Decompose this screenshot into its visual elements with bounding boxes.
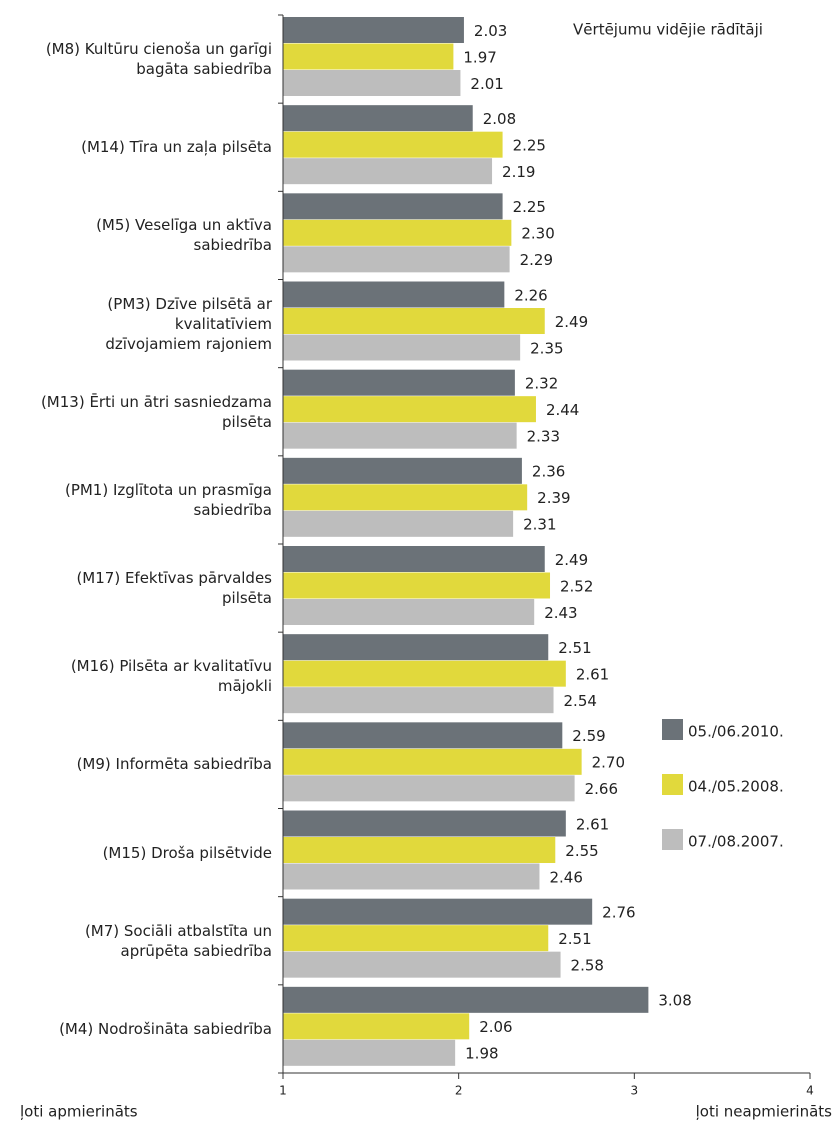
- value-label: 2.06: [479, 1018, 512, 1036]
- value-label: 2.58: [571, 956, 604, 974]
- category-label: (M17) Efektīvas pārvaldes pilsēta: [76, 569, 272, 608]
- bar: [283, 986, 649, 1013]
- value-label: 2.35: [530, 339, 563, 357]
- value-label: 2.32: [525, 374, 558, 392]
- bar: [283, 369, 515, 396]
- value-label: 2.33: [527, 427, 560, 445]
- bar: [283, 775, 575, 802]
- bar: [283, 105, 473, 132]
- value-label: 2.59: [572, 727, 605, 745]
- bar: [283, 219, 512, 246]
- legend-swatch: [662, 829, 683, 850]
- bar: [283, 722, 563, 749]
- category-label: (M4) Nodrošināta sabiedrība: [59, 1019, 272, 1038]
- subtitle: Vērtējumu vidējie rādītāji: [573, 21, 763, 39]
- value-label: 2.51: [558, 639, 591, 657]
- category-label: (M15) Droša pilsētvide: [102, 843, 272, 862]
- category-label: (M14) Tīra un zaļa pilsēta: [81, 138, 272, 157]
- value-label: 2.39: [537, 489, 570, 507]
- x-tick-label: 2: [455, 1084, 463, 1098]
- bar: [283, 1039, 456, 1066]
- legend-swatch: [662, 719, 683, 740]
- bar: [283, 837, 556, 863]
- value-label: 2.01: [470, 75, 503, 93]
- bar: [283, 70, 461, 96]
- bar: [283, 422, 517, 449]
- value-label: 2.31: [523, 516, 556, 534]
- category-label: (PM1) Izglītota un prasmīga sabiedrība: [64, 480, 272, 519]
- category-label: (M5) Veselīga un aktīva sabiedrība: [96, 216, 272, 255]
- value-label: 2.25: [513, 198, 546, 216]
- category-label: (PM3) Dzīve pilsētā ar kvalitatīviem dzī…: [105, 294, 272, 353]
- category-label: (M13) Ērti un ātri sasniedzama pilsēta: [40, 392, 272, 431]
- legend-label: 07./08.2007.: [688, 833, 784, 851]
- value-label: 2.36: [532, 463, 565, 481]
- value-label: 2.26: [514, 286, 547, 304]
- legend-swatch: [662, 774, 683, 795]
- value-label: 2.49: [555, 313, 588, 331]
- bar: [283, 457, 522, 484]
- value-label: 2.03: [474, 22, 507, 40]
- bar: [283, 246, 510, 273]
- value-label: 2.19: [502, 163, 535, 181]
- value-label: 2.29: [520, 251, 553, 269]
- bar: [283, 43, 454, 70]
- value-label: 2.44: [546, 401, 579, 419]
- bar: [283, 281, 505, 308]
- value-label: 2.43: [544, 604, 577, 622]
- value-label: 2.54: [564, 692, 597, 710]
- bar: [283, 484, 528, 511]
- legend-label: 04./05.2008.: [688, 778, 784, 796]
- bar: [283, 546, 545, 572]
- x-tick-label: 3: [631, 1084, 639, 1098]
- bar: [283, 193, 503, 220]
- value-label: 2.51: [558, 930, 591, 948]
- bar: [283, 131, 503, 158]
- bar: [283, 1013, 470, 1040]
- value-label: 3.08: [658, 992, 691, 1010]
- bar: [283, 634, 549, 661]
- bar: [283, 308, 545, 334]
- value-label: 2.52: [560, 577, 593, 595]
- value-label: 2.46: [549, 868, 582, 886]
- x-label-right: ļoti neapmierināts: [696, 1103, 833, 1121]
- value-label: 2.61: [576, 815, 609, 833]
- category-label: (M7) Sociāli atbalstīta un aprūpēta sabi…: [84, 921, 272, 960]
- category-label: (M8) Kultūru cienoša un garīgi bagāta sa…: [45, 40, 272, 79]
- value-label: 2.08: [483, 110, 516, 128]
- bar: [283, 810, 566, 837]
- bar: [283, 510, 514, 537]
- bar: [283, 660, 566, 687]
- category-label: (M16) Pilsēta ar kvalitatīvu mājokli: [70, 657, 272, 696]
- value-label: 1.97: [463, 48, 496, 66]
- bar: [283, 396, 536, 423]
- legend-label: 05./06.2010.: [688, 723, 784, 741]
- bar: [283, 599, 535, 625]
- value-label: 2.76: [602, 903, 635, 921]
- value-label: 2.66: [585, 780, 618, 798]
- bar: [283, 748, 582, 775]
- value-label: 2.70: [592, 754, 625, 772]
- bar: [283, 925, 549, 952]
- bar: [283, 951, 561, 978]
- value-label: 2.61: [576, 665, 609, 683]
- x-tick-label: 4: [806, 1084, 814, 1098]
- bar: [283, 863, 540, 890]
- value-label: 2.55: [565, 842, 598, 860]
- value-label: 1.98: [465, 1045, 498, 1063]
- bar: [283, 17, 464, 43]
- category-label: (M9) Informēta sabiedrība: [76, 755, 272, 774]
- bar: [283, 572, 551, 599]
- bar: [283, 687, 554, 714]
- x-label-left: ļoti apmierināts: [20, 1103, 138, 1121]
- value-label: 2.25: [513, 136, 546, 154]
- value-label: 2.49: [555, 551, 588, 569]
- bar: [283, 334, 521, 361]
- bar: [283, 898, 593, 925]
- value-label: 2.30: [521, 225, 554, 243]
- bar: [283, 158, 493, 185]
- x-tick-label: 1: [279, 1084, 287, 1098]
